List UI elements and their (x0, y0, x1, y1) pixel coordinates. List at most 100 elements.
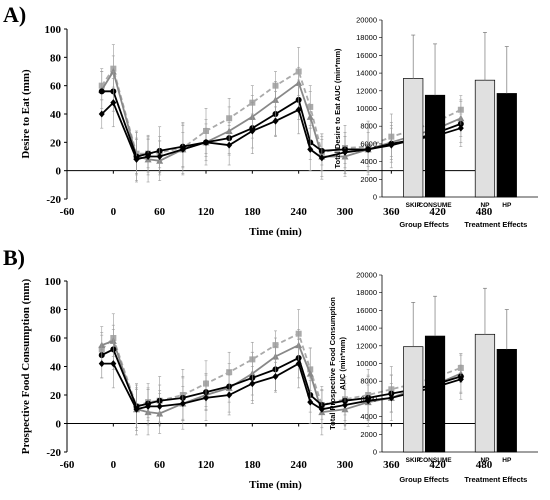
y-tick-label: 0 (373, 193, 377, 202)
x-axis-title: Time (min) (249, 226, 302, 238)
data-point (98, 360, 105, 368)
group-label: Treatment Effects (464, 475, 527, 484)
x-tick-label: 240 (290, 459, 307, 471)
y-tick-label: 18000 (356, 33, 377, 42)
data-point (203, 394, 209, 402)
y-tick-label: 12000 (356, 86, 377, 95)
data-point (272, 117, 279, 125)
y-tick-label: 20000 (356, 271, 377, 280)
y-tick-label: 100 (45, 24, 62, 36)
y-tick-label: 16000 (356, 51, 377, 60)
panel-label-b: B) (3, 245, 25, 270)
x-tick-label: 420 (429, 459, 446, 471)
bar (424, 335, 446, 453)
y-axis-title: Prospective Food Consumption (mm) (20, 278, 32, 454)
x-tick-label: 120 (198, 206, 215, 218)
line-chart-a: -20 0 20 40 60 80 100 -60 0 60 120 180 240 300 360 420 4… (20, 24, 493, 238)
y-tick-label: 0 (56, 419, 62, 431)
group-label: Group Effects (399, 220, 449, 229)
data-point (365, 145, 372, 153)
y-tick-label: 40 (50, 362, 62, 374)
bar (496, 93, 517, 198)
category-label: SKIP (406, 457, 422, 464)
bar-chart-b: 0 2000 4000 6000 8000 10000 12000 14000 16000 180… (328, 271, 538, 484)
x-axis-title: Time (min) (249, 479, 302, 491)
data-point (457, 124, 464, 132)
bar (403, 346, 424, 453)
y-axis-title: Desire to Eat (mm) (20, 69, 32, 159)
y-tick-label: 60 (50, 81, 62, 93)
x-tick-label: 480 (476, 206, 493, 218)
y-tick-label: 14000 (356, 69, 377, 78)
x-tick-label: 0 (111, 206, 117, 218)
y-tick-label: 2000 (360, 430, 377, 439)
x-tick-label: -60 (60, 206, 75, 218)
y-axis-title: Total Desire to Eat AUC (min*mm) (333, 48, 342, 169)
data-point (306, 370, 314, 377)
data-point (249, 127, 256, 135)
y-tick-label: -20 (46, 194, 61, 206)
x-tick-label: 60 (154, 459, 166, 471)
bar (474, 79, 496, 198)
bar (474, 333, 496, 453)
data-point (133, 155, 140, 163)
x-tick-label: 180 (244, 459, 261, 471)
data-point (249, 380, 256, 388)
bar (403, 78, 424, 198)
data-point (365, 397, 372, 405)
y-tick-label: 20 (50, 390, 62, 402)
data-point (307, 145, 314, 153)
category-label: SKIP (406, 202, 422, 209)
data-point (98, 110, 105, 118)
y-tick-label: 80 (50, 305, 62, 317)
y-tick-label: 10000 (356, 359, 377, 368)
bar-chart-a: 0 2000 4000 6000 8000 10000 12000 14000 16000 180… (333, 16, 538, 229)
data-point (156, 153, 163, 160)
data-point (110, 99, 117, 107)
x-tick-label: 0 (111, 459, 117, 471)
y-tick-label: 80 (50, 52, 62, 64)
data-point (295, 360, 302, 368)
y-tick-label: 14000 (356, 324, 377, 333)
y-tick-label: 20000 (356, 16, 377, 25)
category-label: CONSUME (418, 457, 452, 464)
bar (496, 348, 517, 453)
x-tick-label: 420 (429, 206, 446, 218)
x-tick-label: 480 (476, 459, 493, 471)
x-tick-label: 60 (154, 206, 166, 218)
data-point (318, 405, 325, 413)
x-tick-label: 300 (337, 459, 354, 471)
data-point (295, 106, 302, 114)
y-tick-label: 0 (56, 166, 62, 178)
data-point (98, 88, 105, 95)
data-point (342, 148, 348, 156)
data-point (457, 375, 464, 383)
x-tick-label: 180 (244, 206, 261, 218)
y-tick-label: 2000 (360, 175, 377, 184)
data-point (203, 138, 209, 146)
x-tick-label: 360 (383, 206, 400, 218)
bar (424, 94, 446, 198)
data-point (145, 402, 152, 410)
data-point (318, 154, 325, 162)
y-tick-label: -20 (46, 447, 61, 459)
data-point (145, 153, 152, 160)
group-label: Treatment Effects (464, 220, 527, 229)
data-point (133, 405, 140, 413)
y-tick-label: 6000 (360, 139, 377, 148)
y-tick-label: 8000 (360, 377, 377, 386)
data-point (226, 391, 233, 399)
y-tick-label: 8000 (360, 122, 377, 131)
y-tick-label: 100 (45, 276, 62, 288)
y-tick-label: 0 (373, 448, 377, 457)
category-label: NP (480, 457, 490, 464)
y-tick-label: 4000 (360, 157, 377, 166)
x-tick-label: 240 (290, 206, 307, 218)
y-tick-label: 18000 (356, 288, 377, 297)
data-point (179, 400, 186, 408)
y-tick-label: 60 (50, 333, 62, 345)
y-tick-label: 16000 (356, 306, 377, 315)
panel-label-a: A) (3, 2, 26, 27)
category-label: HP (502, 202, 512, 209)
